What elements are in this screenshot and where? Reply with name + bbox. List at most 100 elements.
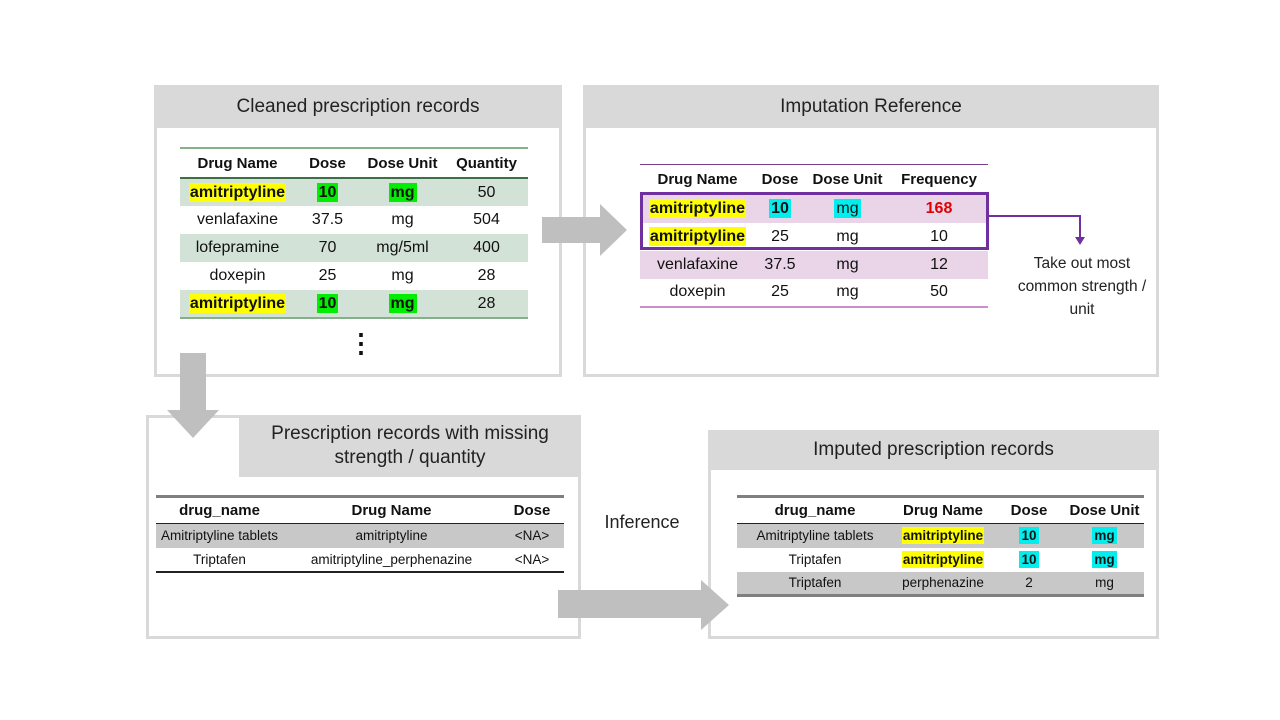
cell-text: 70 <box>318 239 337 256</box>
table-cell: 25 <box>755 279 805 307</box>
table-cell: mg <box>1065 572 1144 596</box>
cell-text: venlafaxine <box>197 211 278 228</box>
table-cell: 10 <box>295 290 360 318</box>
column-header: Drug Name <box>893 496 993 524</box>
cell-text: 400 <box>473 239 500 256</box>
column-header: Dose Unit <box>812 171 883 189</box>
cell-text: mg <box>388 293 417 313</box>
cell-text: doxepin <box>669 283 726 300</box>
cell-text: mg <box>391 267 414 284</box>
table-row: amitriptyline 10 mg 168 <box>640 194 988 223</box>
table-cell: Amitriptyline tablets <box>737 524 893 548</box>
table-cell: mg <box>360 262 445 290</box>
table-cell: doxepin <box>640 279 755 307</box>
cell-text: 50 <box>477 183 496 201</box>
column-header: drug_name <box>737 496 893 524</box>
column-header: Dose <box>309 154 346 172</box>
table-cell: <NA> <box>500 524 564 548</box>
table-cell: amitriptyline <box>640 195 755 223</box>
table-cell: amitriptyline <box>893 548 993 572</box>
table-row: Amitriptyline tablets amitriptyline <NA> <box>156 523 564 548</box>
table-row: doxepin 25 mg 50 <box>640 279 988 307</box>
cell-text: 10 <box>1019 527 1039 545</box>
table-row: lofepramine 70 mg/5ml 400 <box>180 234 528 262</box>
cell-text: mg <box>836 255 859 273</box>
table-cell: 37.5 <box>755 251 805 279</box>
table-cell: mg <box>805 279 890 307</box>
table-cell: venlafaxine <box>640 251 755 279</box>
table-cell: venlafaxine <box>180 206 295 234</box>
column-header: Drug Name <box>657 171 738 189</box>
table-cell: mg <box>360 290 445 318</box>
table-row: Amitriptyline tablets amitriptyline 10 mg <box>737 523 1144 548</box>
table-row: venlafaxine 37.5 mg 12 <box>640 250 988 279</box>
table-cell: 50 <box>890 279 988 307</box>
take-out-note: Take out most common strength / unit <box>1017 255 1147 318</box>
cleaned-records-title: Cleaned prescription records <box>154 85 562 128</box>
imputed-records-table: drug_name Drug Name Dose Dose Unit Amitripty… <box>737 495 1144 597</box>
column-header: Dose Unit <box>367 154 438 172</box>
table-cell: 12 <box>890 251 988 279</box>
table-cell: 10 <box>993 548 1065 572</box>
column-header: Drug Name <box>283 496 500 524</box>
table-cell: lofepramine <box>180 234 295 262</box>
table-cell: mg <box>805 195 890 223</box>
cleaned-records-panel <box>154 85 562 377</box>
table-cell: Triptafen <box>737 548 893 572</box>
cell-text: 504 <box>473 211 500 228</box>
cell-text: amitriptyline <box>901 527 985 545</box>
cell-text: perphenazine <box>902 575 984 591</box>
table-row: doxepin 25 mg 28 <box>180 262 528 290</box>
table-cell: 28 <box>445 262 528 290</box>
selection-box <box>640 192 989 250</box>
table-cell: mg <box>1065 524 1144 548</box>
cell-text: 10 <box>316 293 339 313</box>
table-row: amitriptyline 10 mg 50 <box>180 178 528 206</box>
cell-text: mg <box>1095 575 1114 591</box>
table-row: Triptafen perphenazine 2 mg <box>737 571 1144 596</box>
missing-records-table: drug_name Drug Name Dose Amitriptyline tabl… <box>156 495 564 573</box>
cell-text: 37.5 <box>311 211 344 228</box>
table-cell: Triptafen <box>156 548 283 572</box>
missing-records-title: Prescription records with missing streng… <box>239 415 581 477</box>
ellipsis: ⋮ <box>348 328 374 358</box>
cell-text: amitriptyline <box>355 528 428 544</box>
column-header: drug_name <box>156 496 283 524</box>
cell-text: mg <box>1092 527 1117 545</box>
cell-text: Amitriptyline tablets <box>756 528 874 544</box>
table-cell: mg <box>805 223 890 251</box>
table-cell: amitriptyline <box>283 524 500 548</box>
table-cell: perphenazine <box>893 572 993 596</box>
cleaned-records-table: Drug Name Dose Dose Unit Quantity amitriptyl… <box>180 147 528 319</box>
table-cell: 400 <box>445 234 528 262</box>
cell-text: 10 <box>1019 551 1039 568</box>
cell-text: Amitriptyline tablets <box>160 528 279 544</box>
cell-text: 10 <box>316 182 339 202</box>
table-cell: 37.5 <box>295 206 360 234</box>
table-row: venlafaxine 37.5 mg 504 <box>180 206 528 234</box>
table-cell: 10 <box>993 524 1065 548</box>
column-header: Dose <box>993 496 1065 524</box>
cell-text: amitriptyline <box>648 226 747 246</box>
inference-label: Inference <box>604 512 680 532</box>
cell-text: lofepramine <box>195 239 280 256</box>
cell-text: Triptafen <box>788 575 842 591</box>
imputation-reference-title: Imputation Reference <box>583 85 1159 128</box>
cell-text: amitriptyline <box>188 182 287 202</box>
cell-text: 12 <box>930 255 948 273</box>
cell-text: amitriptyline <box>901 551 985 568</box>
cell-text: 25 <box>318 267 337 284</box>
cell-text: Triptafen <box>788 552 842 567</box>
cell-text: 10 <box>769 198 791 218</box>
table-cell: amitriptyline_perphenazine <box>283 548 500 572</box>
cell-text: Triptafen <box>193 551 246 567</box>
table-cell: Amitriptyline tablets <box>156 524 283 548</box>
table-cell: amitriptyline <box>640 223 755 251</box>
table-cell: 10 <box>295 178 360 206</box>
column-header: Drug Name <box>197 154 278 172</box>
table-row: Triptafen amitriptyline 10 mg <box>737 548 1144 572</box>
cell-text: 2 <box>1025 575 1033 591</box>
cell-text: 37.5 <box>764 255 796 273</box>
table-cell: mg <box>360 178 445 206</box>
cell-text: mg <box>391 211 414 228</box>
